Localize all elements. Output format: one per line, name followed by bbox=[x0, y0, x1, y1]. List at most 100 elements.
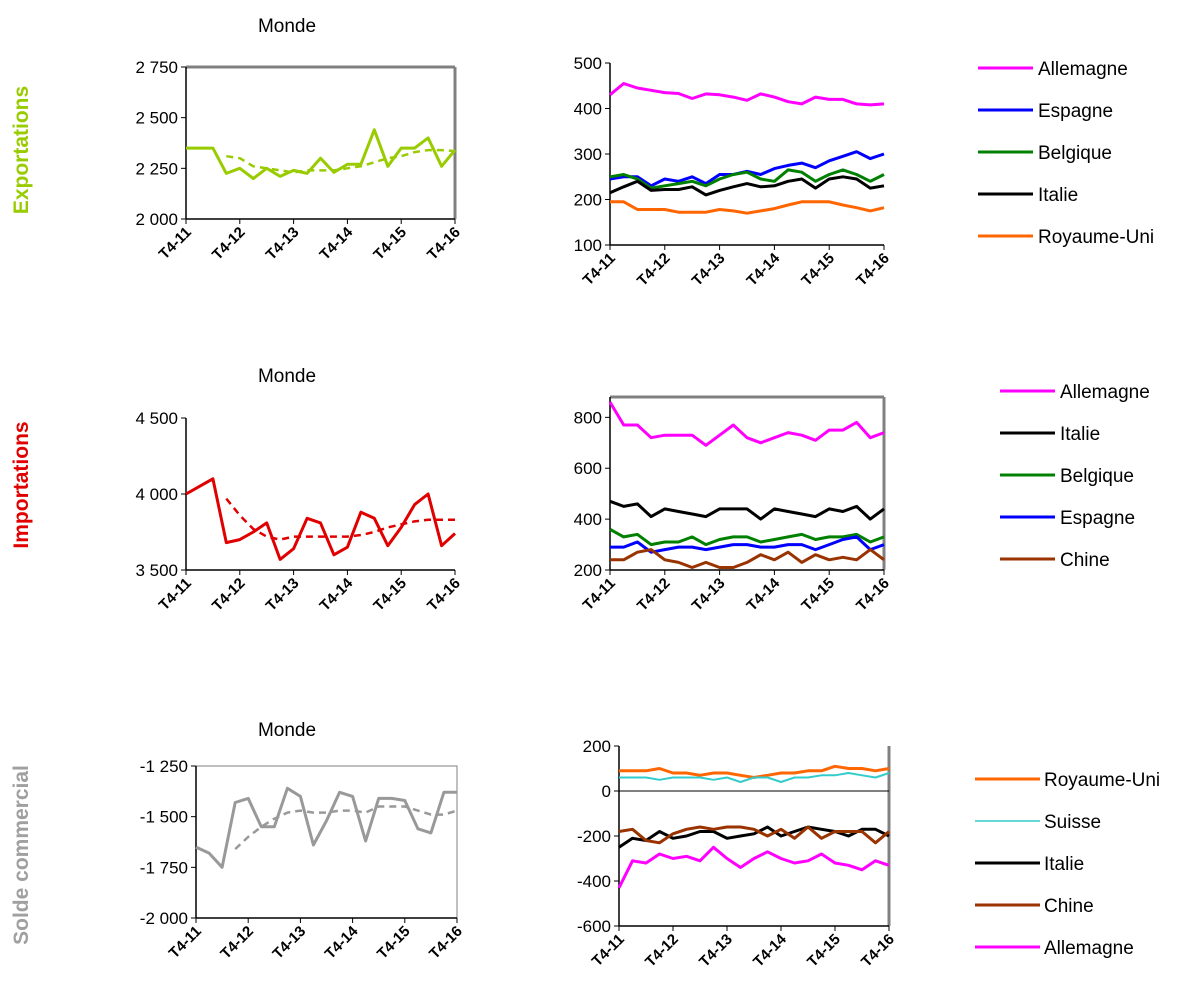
series-line-royaume-uni bbox=[619, 766, 889, 777]
legend-label-chine: Chine bbox=[1044, 896, 1094, 917]
x-tick-label: T4-13 bbox=[696, 931, 736, 971]
x-tick-label: T4-14 bbox=[316, 223, 356, 263]
legend-solde: Royaume-Uni Suisse Italie Chine Allemagne bbox=[975, 770, 1160, 959]
series-line-solid bbox=[186, 479, 455, 560]
legend-label-suisse: Suisse bbox=[1044, 812, 1101, 833]
y-tick-label: 2 500 bbox=[135, 109, 178, 128]
x-tick-label: T4-14 bbox=[750, 930, 790, 970]
chart-title-solde-monde: Monde bbox=[258, 720, 316, 741]
chart-exp-pays: 100 200 300 400 500 T4-11 T4-12 T4-13 T4-14 T4-15… bbox=[574, 54, 893, 290]
chart-imp-monde: 3 500 4 000 4 500 T4-11 T4-12 T4-13 T4-14 T4-15… bbox=[135, 409, 463, 615]
legend-label-allemagne: Allemagne bbox=[1038, 59, 1128, 80]
y-tick-label: 300 bbox=[574, 145, 602, 164]
y-tick-label: 2 750 bbox=[135, 58, 178, 77]
x-tick-label: T4-12 bbox=[642, 931, 682, 971]
x-tick-label: T4-14 bbox=[316, 574, 356, 614]
legend-label-chine: Chine bbox=[1060, 550, 1110, 571]
x-tick-label: T4-16 bbox=[853, 250, 893, 290]
x-tick-label: T4-13 bbox=[263, 224, 303, 264]
y-tick-label: -2 000 bbox=[140, 909, 188, 928]
y-tick-label: 0 bbox=[602, 782, 611, 801]
x-tick-label: T4-12 bbox=[634, 575, 674, 615]
legend-label-belgique: Belgique bbox=[1038, 143, 1112, 164]
y-tick-label: 200 bbox=[574, 191, 602, 210]
legend-label-italie: Italie bbox=[1038, 185, 1078, 206]
y-tick-label: 200 bbox=[574, 561, 602, 580]
x-tick-label: T4-13 bbox=[263, 575, 303, 615]
x-tick-label: T4-12 bbox=[634, 250, 674, 290]
chart-solde-pays: -600 -400 -200 0 200 T4-11 T4-12 T4-13 T4-14 T4-1… bbox=[577, 737, 898, 971]
series-line-allemagne bbox=[619, 847, 889, 888]
x-tick-label: T4-16 bbox=[424, 224, 464, 264]
series-line-belgique bbox=[610, 529, 884, 544]
y-tick-label: 3 500 bbox=[135, 561, 178, 580]
x-tick-label: T4-13 bbox=[689, 575, 729, 615]
x-tick-label: T4-15 bbox=[370, 224, 410, 264]
legend-label-belgique: Belgique bbox=[1060, 466, 1134, 487]
series-line-italie bbox=[610, 501, 884, 519]
legend-label-allemagne: Allemagne bbox=[1044, 938, 1134, 959]
series-line-suisse bbox=[619, 773, 889, 782]
y-tick-label: -600 bbox=[577, 917, 611, 936]
legend-imp: Allemagne Italie Belgique Espagne Chine bbox=[1000, 382, 1150, 571]
x-tick-label: T4-15 bbox=[370, 575, 410, 615]
x-tick-label: T4-13 bbox=[689, 250, 729, 290]
x-tick-label: T4-15 bbox=[804, 931, 844, 971]
chart-exp-monde: 2 000 2 250 2 500 2 750 T4-11 T4-12 T4-13 T4-14… bbox=[135, 58, 463, 264]
x-tick-label: T4-15 bbox=[798, 250, 838, 290]
legend-label-royaume-uni: Royaume-Uni bbox=[1044, 770, 1160, 791]
series-line-solid bbox=[196, 788, 457, 867]
y-tick-label: -1 750 bbox=[140, 858, 188, 877]
y-tick-label: 800 bbox=[574, 408, 602, 427]
y-tick-label: 500 bbox=[574, 54, 602, 73]
x-tick-label: T4-14 bbox=[743, 574, 783, 614]
y-tick-label: 2 000 bbox=[135, 210, 178, 229]
legend-exp: Allemagne Espagne Belgique Italie Royaume-Un… bbox=[978, 59, 1154, 248]
row-title-importations: Importations bbox=[10, 421, 33, 548]
y-tick-label: 600 bbox=[574, 459, 602, 478]
x-tick-label: T4-13 bbox=[269, 923, 309, 963]
y-tick-label: -400 bbox=[577, 872, 611, 891]
x-tick-label: T4-14 bbox=[322, 922, 362, 962]
x-tick-label: T4-12 bbox=[209, 224, 249, 264]
legend-label-italie: Italie bbox=[1060, 424, 1100, 445]
x-tick-label: T4-15 bbox=[374, 923, 414, 963]
y-tick-label: 4 000 bbox=[135, 485, 178, 504]
legend-label-royaume-uni: Royaume-Uni bbox=[1038, 227, 1154, 248]
series-line-allemagne bbox=[610, 402, 884, 445]
series-line-allemagne bbox=[610, 84, 884, 105]
chart-solde-monde: -2 000-1 750-1 500-1 250T4-11 T4-12 T4-13 T… bbox=[140, 757, 466, 963]
legend-label-espagne: Espagne bbox=[1038, 101, 1113, 122]
row-title-solde: Solde commercial bbox=[10, 765, 33, 945]
x-tick-label: T4-11 bbox=[156, 575, 195, 614]
y-tick-label: -1 500 bbox=[140, 808, 188, 827]
legend-label-espagne: Espagne bbox=[1060, 508, 1135, 529]
chart-imp-pays: 200 400 600 800 T4-11 T4-12 T4-13 T4-14 T4-15 T4-… bbox=[574, 397, 893, 615]
chart-title-exp-monde: Monde bbox=[258, 16, 316, 37]
y-tick-label: 100 bbox=[574, 236, 602, 255]
y-tick-label: 200 bbox=[583, 737, 611, 756]
x-tick-label: T4-11 bbox=[589, 931, 628, 970]
x-tick-label: T4-14 bbox=[743, 249, 783, 289]
y-tick-label: 4 500 bbox=[135, 409, 178, 428]
chart-title-imp-monde: Monde bbox=[258, 366, 316, 387]
x-tick-label: T4-12 bbox=[209, 575, 249, 615]
plot-frame bbox=[196, 766, 457, 918]
x-tick-label: T4-11 bbox=[156, 224, 195, 263]
x-tick-label: T4-16 bbox=[424, 575, 464, 615]
x-tick-label: T4-11 bbox=[166, 923, 205, 962]
x-tick-label: T4-11 bbox=[580, 575, 619, 614]
y-tick-label: 400 bbox=[574, 510, 602, 529]
y-tick-label: -200 bbox=[577, 827, 611, 846]
x-tick-label: T4-15 bbox=[798, 575, 838, 615]
x-tick-label: T4-16 bbox=[426, 923, 466, 963]
x-tick-label: T4-12 bbox=[217, 923, 257, 963]
legend-label-italie: Italie bbox=[1044, 854, 1084, 875]
y-tick-label: 2 250 bbox=[135, 159, 178, 178]
series-line-royaume-uni bbox=[610, 202, 884, 213]
row-title-exportations: Exportations bbox=[10, 86, 33, 214]
x-tick-label: T4-11 bbox=[580, 250, 619, 289]
series-line-dashed bbox=[226, 499, 455, 540]
